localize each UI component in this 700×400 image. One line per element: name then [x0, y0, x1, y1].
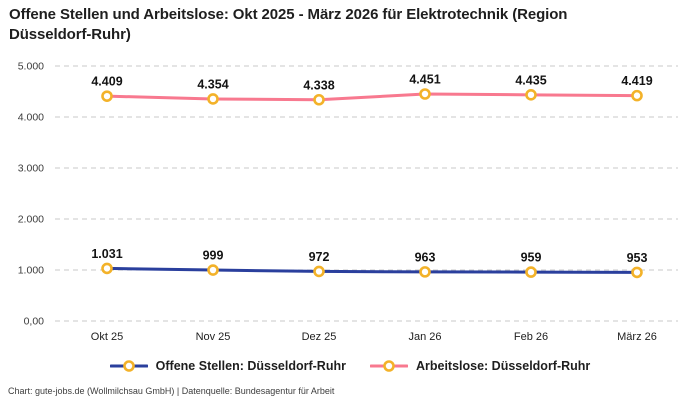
data-point-label: 953 [627, 251, 648, 265]
series-line [105, 266, 639, 274]
y-tick-label: 4.000 [18, 112, 44, 124]
data-point-marker [525, 89, 537, 101]
data-point-marker [207, 93, 219, 105]
x-tick-label: Okt 25 [91, 331, 123, 343]
x-tick-label: Dez 25 [302, 331, 337, 343]
data-point-marker [101, 90, 113, 102]
data-point-label: 972 [309, 250, 330, 264]
legend-item-arbeitslose: Arbeitslose: Düsseldorf-Ruhr [369, 359, 591, 373]
x-tick-label: März 26 [617, 331, 657, 343]
y-tick-label: 0,00 [24, 316, 45, 328]
x-tick-label: Jan 26 [408, 331, 441, 343]
data-point-marker [207, 264, 219, 276]
data-point-label: 1.031 [91, 247, 122, 261]
legend-item-offene-stellen: Offene Stellen: Düsseldorf-Ruhr [109, 359, 346, 373]
data-point-label: 963 [415, 250, 436, 264]
y-tick-label: 5.000 [18, 61, 44, 73]
data-point-label: 4.409 [91, 75, 122, 89]
x-tick-label: Nov 25 [196, 331, 231, 343]
data-point-marker [101, 262, 113, 275]
data-point-label: 4.451 [409, 72, 440, 86]
data-point-label: 4.435 [515, 73, 546, 87]
data-point-marker [313, 93, 325, 106]
data-point-label: 999 [203, 249, 224, 263]
y-tick-label: 1.000 [18, 265, 44, 277]
data-point-label: 4.419 [621, 74, 652, 88]
legend-line-marker-icon [109, 360, 148, 372]
y-tick-label: 3.000 [18, 163, 44, 175]
series-line [105, 92, 639, 102]
attribution-footer: Chart: gute-jobs.de (Wollmilchsau GmbH) … [8, 386, 335, 396]
data-point-label: 4.338 [303, 78, 334, 92]
x-tick-label: Feb 26 [514, 331, 548, 343]
data-point-label: 959 [521, 251, 542, 265]
y-tick-label: 2.000 [18, 214, 44, 226]
chart-title: Offene Stellen und Arbeitslose: Okt 2025… [9, 6, 568, 43]
legend: Offene Stellen: Düsseldorf-Ruhr Arbeitsl… [0, 359, 700, 373]
data-point-marker [419, 88, 431, 100]
data-point-marker [631, 89, 643, 102]
data-point-marker [419, 266, 431, 278]
legend-line-marker-icon [369, 360, 408, 372]
chart-canvas: 0,00 1.000 2.000 3.000 4.000 5.000 Okt 25 Nov 2… [18, 61, 678, 343]
legend-label-arbeitslose: Arbeitslose: Düsseldorf-Ruhr [415, 359, 591, 373]
legend-label-offene-stellen: Offene Stellen: Düsseldorf-Ruhr [155, 359, 346, 373]
data-point-marker [313, 265, 325, 278]
data-point-label: 4.354 [197, 77, 228, 91]
data-point-marker [631, 266, 643, 279]
data-point-marker [525, 266, 537, 278]
